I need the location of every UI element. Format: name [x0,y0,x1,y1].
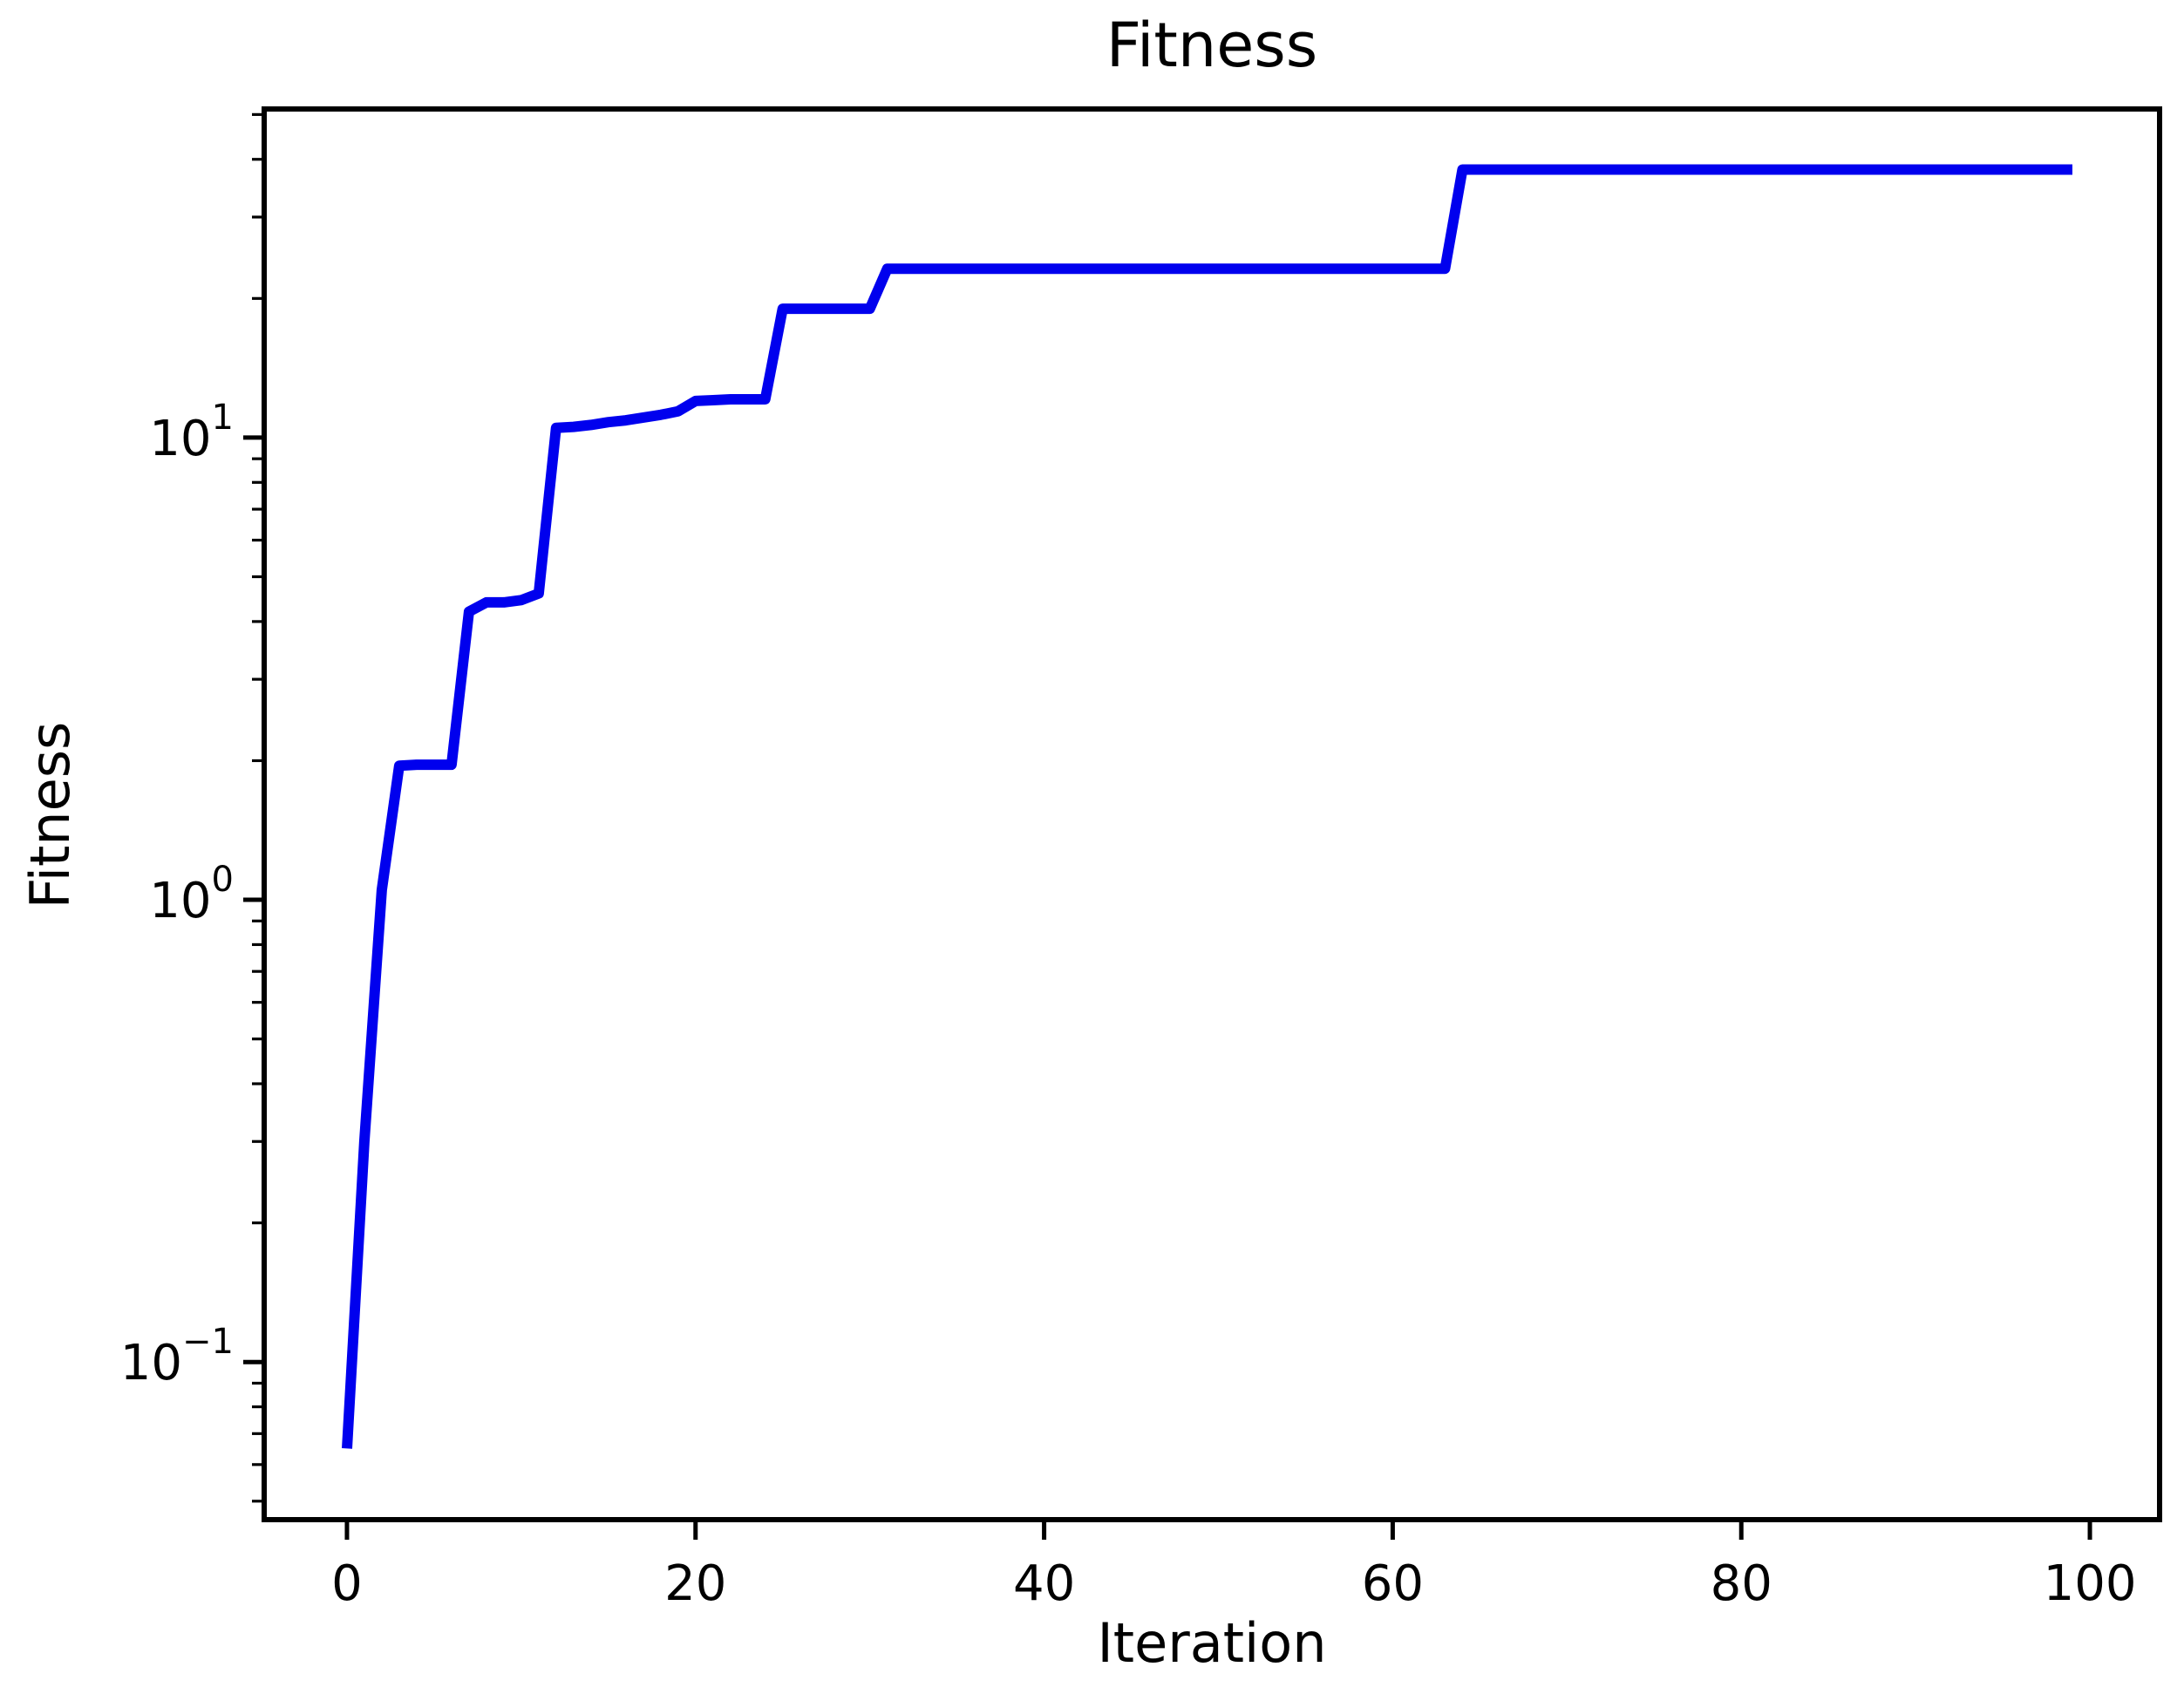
x-tick-label: 0 [331,1555,363,1612]
x-tick-label: 100 [2044,1555,2137,1612]
y-tick-label: 101 [149,398,234,467]
chart-title: Fitness [1106,10,1318,81]
fitness-line [342,164,2072,1449]
x-tick-label: 80 [1711,1555,1772,1612]
axes-spines [262,106,2162,1522]
x-tick-label: 40 [1013,1555,1075,1612]
x-tick-label: 60 [1362,1555,1424,1612]
x-tick-label: 20 [664,1555,726,1612]
y-tick-label: 100 [149,860,234,929]
y-tick-label: 10−1 [120,1322,234,1391]
y-axis-label: Fitness [18,721,82,909]
x-axis-label: Iteration [1097,1611,1327,1675]
